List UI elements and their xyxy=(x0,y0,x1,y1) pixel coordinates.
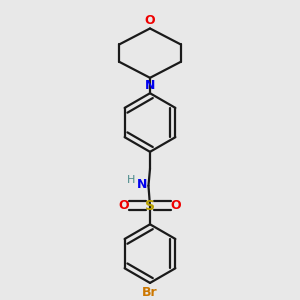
Text: S: S xyxy=(145,199,155,213)
Text: N: N xyxy=(136,178,147,191)
Text: H: H xyxy=(127,175,136,185)
Text: O: O xyxy=(171,199,181,212)
Text: N: N xyxy=(145,79,155,92)
Text: O: O xyxy=(119,199,129,212)
Text: Br: Br xyxy=(142,286,158,299)
Text: O: O xyxy=(145,14,155,27)
